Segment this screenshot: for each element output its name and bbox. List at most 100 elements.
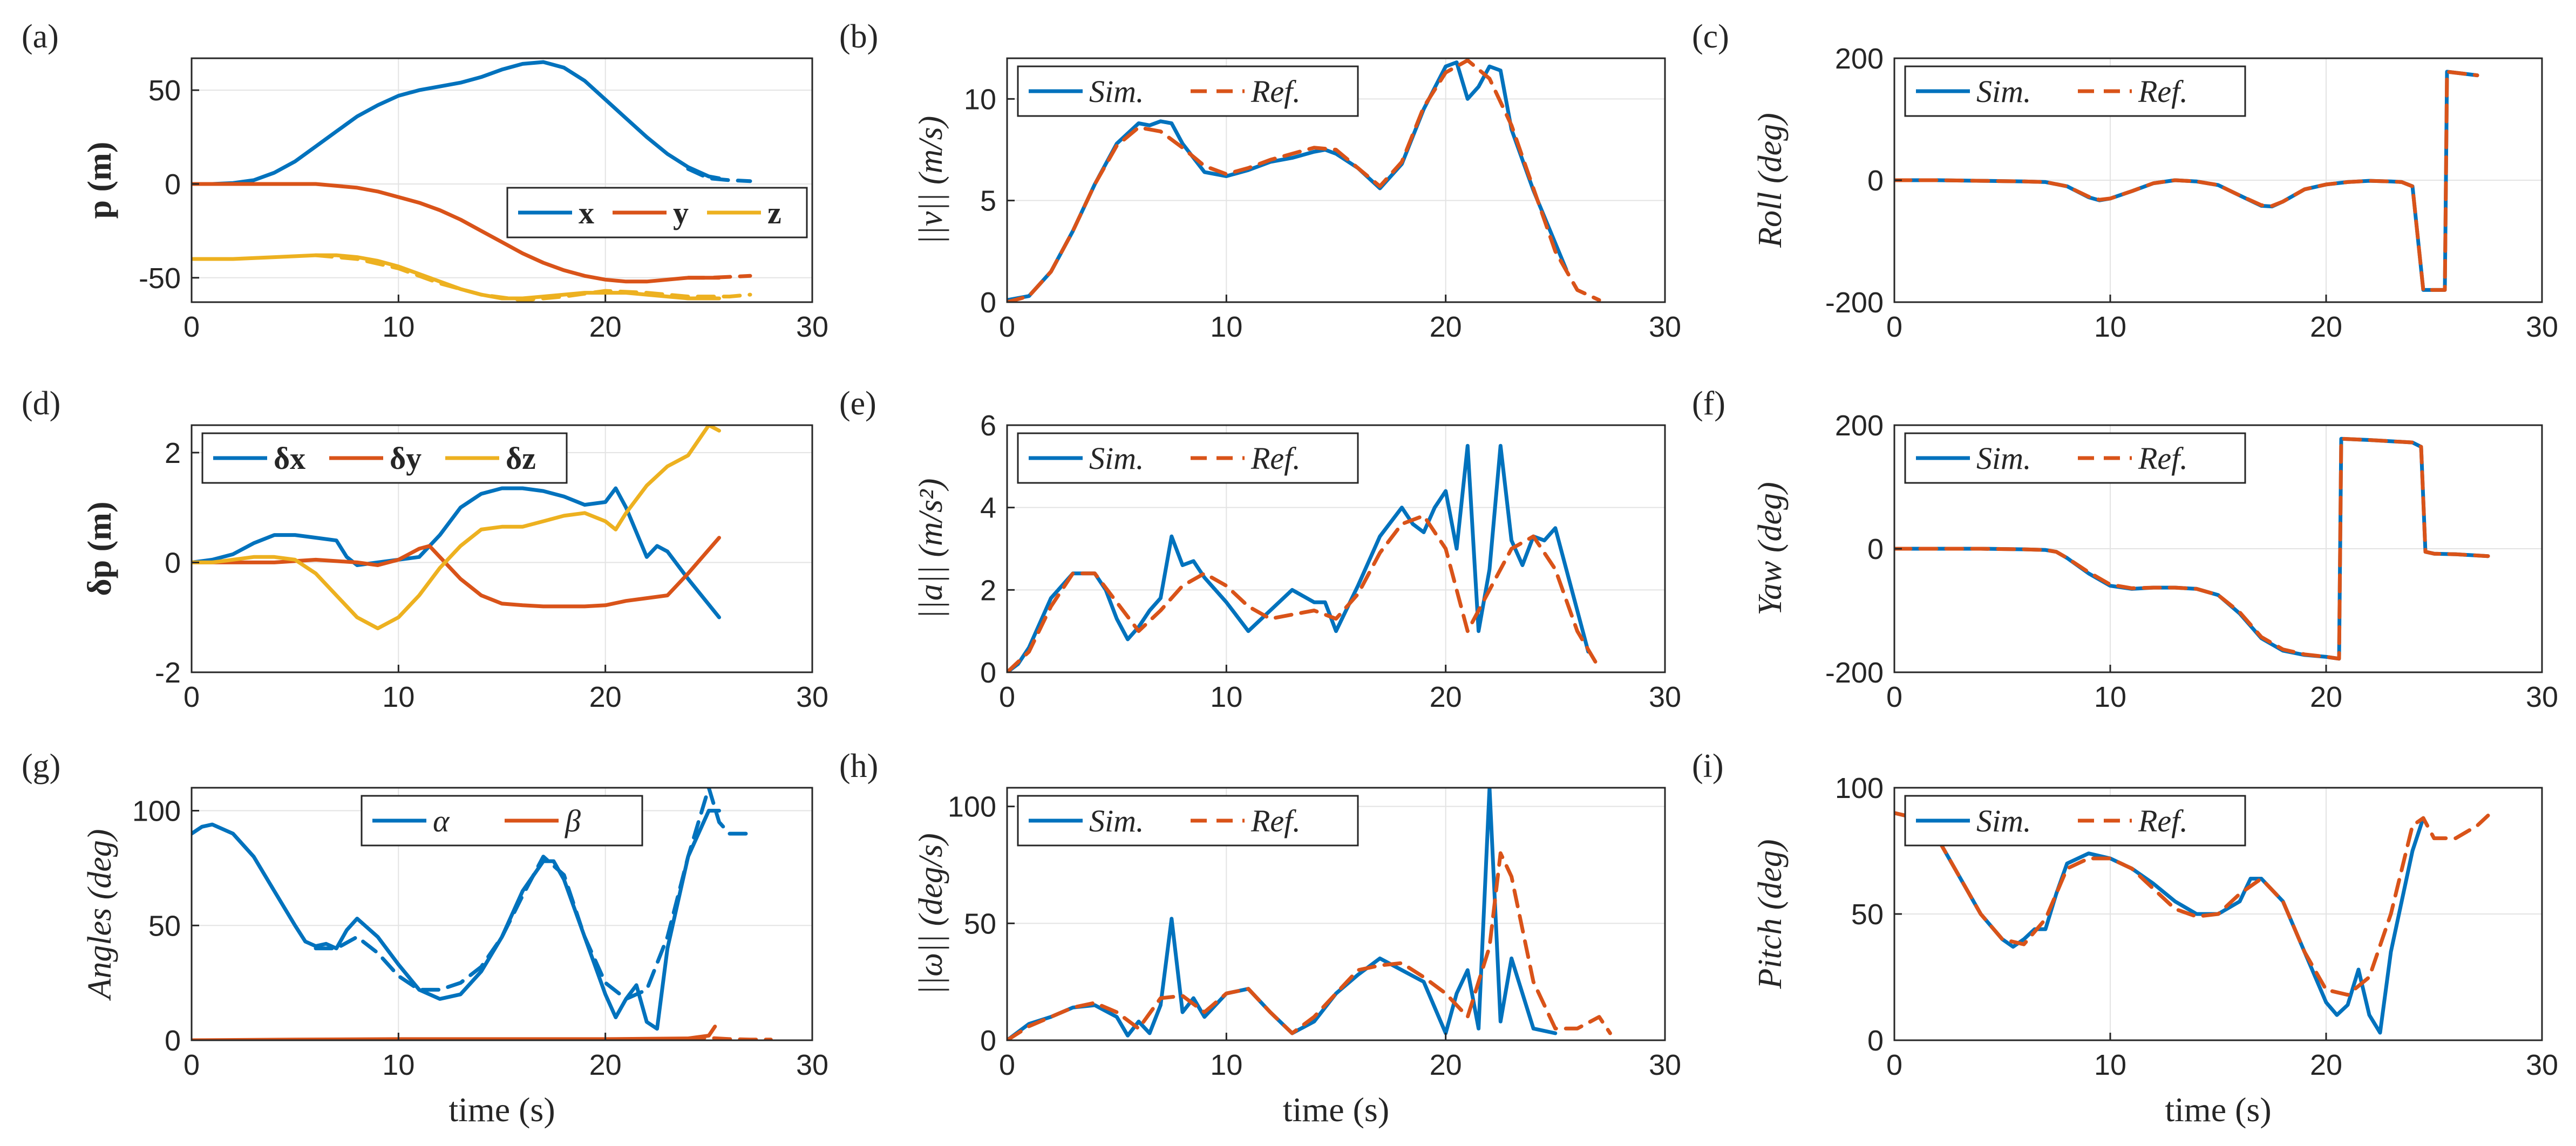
legend-label: Ref. <box>2138 441 2188 476</box>
panel-label: (f) <box>1692 385 1725 422</box>
legend-label: Ref. <box>1250 803 1301 838</box>
x-axis-label: time (s) <box>2165 1090 2271 1129</box>
series-line-Sim. <box>1007 60 1568 302</box>
legend-label: Sim. <box>1976 441 2031 476</box>
series-line-Ref. <box>1007 851 1612 1040</box>
legend-label: Sim. <box>1089 74 1144 109</box>
x-tick-label: 10 <box>1210 311 1242 343</box>
y-tick-label: 0 <box>1867 1025 1884 1057</box>
series-line-Sim. <box>1007 444 1591 672</box>
y-tick-label: 5 <box>980 185 996 217</box>
y-tick-label: 0 <box>165 1025 181 1057</box>
panel-label: (h) <box>839 748 878 785</box>
y-axis-label: Roll (deg) <box>1752 113 1789 248</box>
y-tick-label: 50 <box>964 908 996 940</box>
x-tick-label: 20 <box>2310 311 2342 343</box>
chart-panel-e: 0 10 20 30 0 2 4 6 (e) ||a|| (m/s²) Sim. Ref. <box>839 385 1681 713</box>
legend-label: δy <box>390 441 422 476</box>
x-tick-label: 0 <box>183 311 200 343</box>
y-tick-label: -200 <box>1825 657 1884 689</box>
x-tick-label: 10 <box>2094 311 2126 343</box>
legend-label: β <box>565 803 581 838</box>
series-line-δz <box>192 425 721 631</box>
axes-box <box>1006 57 1666 303</box>
legend-label: z <box>767 195 781 230</box>
panel-label: (d) <box>22 385 60 422</box>
x-tick-label: 20 <box>1430 681 1462 713</box>
x-tick-label: 20 <box>589 1049 622 1081</box>
x-tick-label: 30 <box>1649 681 1681 713</box>
x-tick-label: 30 <box>1649 1049 1681 1081</box>
series-group <box>192 60 752 302</box>
y-tick-label: 0 <box>165 547 181 579</box>
panel-label: (a) <box>22 18 59 55</box>
legend: Sim. Ref. <box>1017 795 1359 847</box>
panel-label: (i) <box>1692 748 1724 785</box>
y-tick-label: 50 <box>1851 898 1884 931</box>
legend-label: Ref. <box>2138 803 2188 838</box>
y-tick-label: -200 <box>1825 286 1884 319</box>
legend-label: x <box>579 195 594 230</box>
series-line-α-ref <box>314 788 752 1001</box>
panel-label: (b) <box>839 18 878 55</box>
y-tick-label: 100 <box>1835 772 1884 804</box>
x-tick-label: 0 <box>1886 681 1902 713</box>
y-axis-label: Pitch (deg) <box>1752 839 1789 989</box>
x-tick-label: 10 <box>2094 681 2126 713</box>
series-line-y <box>192 182 721 284</box>
y-tick-label: -2 <box>155 657 181 689</box>
chart-panel-d: 0 10 20 30-202(d)δp (m)δx δy δz <box>22 385 828 713</box>
legend-label: δx <box>274 441 305 476</box>
legend-label: Ref. <box>1250 74 1301 109</box>
x-tick-label: 0 <box>999 1049 1015 1081</box>
legend-label: Sim. <box>1976 803 2031 838</box>
y-tick-label: 200 <box>1835 410 1884 442</box>
legend-label: Ref. <box>1250 441 1301 476</box>
y-tick-label: 100 <box>948 791 996 823</box>
x-tick-label: 0 <box>1886 1049 1902 1081</box>
y-axis-label: ||v|| (m/s) <box>913 116 949 245</box>
legend-label: Ref. <box>2138 74 2188 109</box>
series-group <box>1894 70 2479 292</box>
x-tick-label: 0 <box>999 681 1015 713</box>
legend-label: δz <box>506 441 536 476</box>
x-tick-label: 10 <box>1210 1049 1242 1081</box>
axes-box <box>1006 787 1666 1041</box>
y-tick-label: 2 <box>165 437 181 469</box>
x-tick-label: 0 <box>1886 311 1902 343</box>
legend: Sim. Ref. <box>1904 65 2246 117</box>
y-axis-label: Angles (deg) <box>81 829 118 1001</box>
x-tick-label: 10 <box>382 681 414 713</box>
y-axis-label: p (m) <box>81 142 118 219</box>
series-group <box>1007 58 1601 302</box>
series-group <box>1007 444 1601 672</box>
series-line-x-ref <box>686 167 752 183</box>
legend-label: Sim. <box>1089 441 1144 476</box>
series-group <box>1894 811 2490 1035</box>
x-tick-label: 10 <box>2094 1049 2126 1081</box>
legend-label: y <box>673 195 689 230</box>
x-tick-label: 0 <box>183 1049 200 1081</box>
axes-box <box>1006 424 1666 673</box>
series-line-α <box>192 809 721 1031</box>
x-tick-label: 20 <box>2310 681 2342 713</box>
legend: Sim. Ref. <box>1017 432 1359 484</box>
x-tick-label: 10 <box>1210 681 1242 713</box>
y-tick-label: 0 <box>980 286 996 319</box>
y-tick-label: 200 <box>1835 43 1884 75</box>
x-tick-label: 0 <box>183 681 200 713</box>
series-line-β <box>192 1025 717 1040</box>
series-line-δy <box>192 536 721 609</box>
axes-box <box>191 57 813 303</box>
series-group <box>1894 436 2490 661</box>
legend: Sim. Ref. <box>1904 795 2246 847</box>
y-tick-label: 0 <box>1867 165 1884 197</box>
x-tick-label: 30 <box>796 681 828 713</box>
legend-label: Sim. <box>1976 74 2031 109</box>
panel-label: (e) <box>839 385 876 422</box>
legend-box <box>1904 795 2246 847</box>
